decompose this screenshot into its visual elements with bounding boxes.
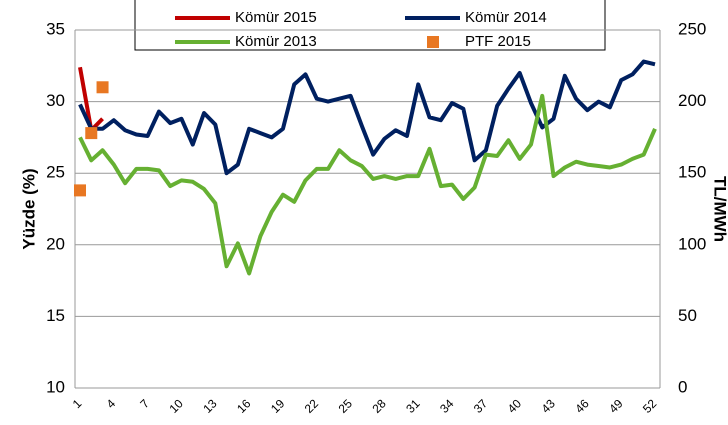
- x-tick-label: 22: [302, 396, 322, 416]
- line: [78, 66, 104, 133]
- legend-marker: [427, 36, 439, 48]
- y2-tick-label: 200: [678, 91, 706, 110]
- x-tick-label: 1: [70, 396, 85, 411]
- y-axis-label: Yüzde (%): [19, 168, 38, 249]
- x-tick-label: 34: [437, 396, 457, 416]
- y2-tick-label: 250: [678, 19, 706, 38]
- x-tick-label: 31: [403, 396, 423, 416]
- y-tick-label: 10: [46, 377, 65, 396]
- x-tick-label: 25: [336, 396, 356, 416]
- x-tick-label: 16: [234, 396, 254, 416]
- line: [78, 93, 657, 276]
- x-tick-label: 37: [471, 396, 491, 416]
- y-tick-label: 20: [46, 234, 65, 253]
- x-tick-label: 10: [166, 396, 186, 416]
- y2-tick-label: 100: [678, 234, 706, 253]
- y2-axis-label: TL/MWh: [711, 176, 728, 242]
- x-tick-label: 4: [104, 396, 119, 411]
- legend-label: Kömür 2014: [465, 9, 547, 26]
- x-tick-label: 13: [200, 396, 220, 416]
- marker: [74, 184, 86, 197]
- y2-tick-label: 150: [678, 163, 706, 182]
- legend-label: PTF 2015: [465, 33, 531, 50]
- x-tick-label: 28: [369, 396, 389, 416]
- line: [78, 59, 656, 176]
- x-tick-label: 19: [268, 396, 288, 416]
- y-tick-label: 25: [46, 163, 65, 182]
- x-tick-label: 40: [505, 396, 525, 416]
- x-tick-label: 46: [572, 396, 592, 416]
- marker: [96, 81, 109, 94]
- x-tick-label: 7: [137, 396, 152, 411]
- x-tick-label: 43: [539, 396, 559, 416]
- y-tick-label: 35: [46, 19, 65, 38]
- marker: [85, 127, 98, 140]
- legend-label: Kömür 2015: [235, 9, 317, 26]
- y2-tick-label: 0: [678, 377, 687, 396]
- y-tick-label: 30: [46, 91, 65, 110]
- x-tick-label: 52: [640, 396, 660, 416]
- legend-label: Kömür 2013: [235, 33, 317, 50]
- y-tick-label: 15: [46, 306, 65, 325]
- y2-tick-label: 50: [678, 306, 697, 325]
- x-tick-label: 49: [606, 396, 626, 416]
